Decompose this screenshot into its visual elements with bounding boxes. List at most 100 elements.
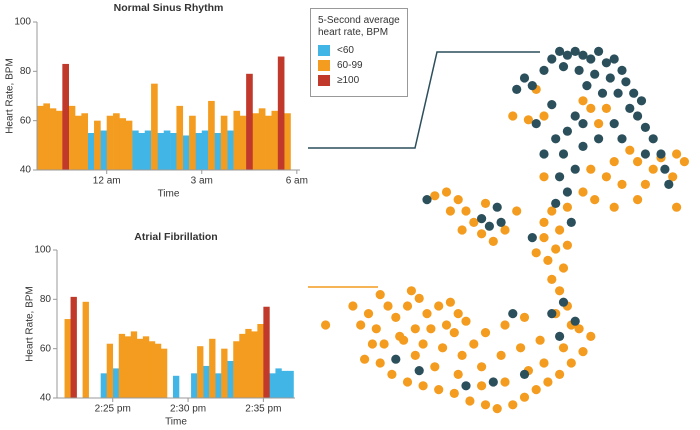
point	[547, 309, 557, 319]
bar	[70, 296, 77, 398]
legend-item: 60-99	[318, 60, 400, 71]
bar	[197, 346, 204, 398]
bar	[37, 105, 44, 170]
point	[399, 335, 409, 345]
bar	[56, 110, 63, 170]
bar	[157, 133, 165, 170]
bar	[233, 110, 241, 170]
point	[480, 400, 491, 410]
point	[555, 172, 565, 182]
point	[461, 206, 471, 216]
point	[453, 309, 463, 319]
point	[477, 381, 487, 391]
point	[558, 297, 569, 307]
point	[418, 381, 428, 391]
bar	[106, 115, 114, 170]
bar	[269, 373, 276, 398]
point	[461, 316, 471, 326]
point	[449, 388, 459, 398]
point	[441, 320, 452, 330]
point	[321, 320, 331, 330]
point	[551, 244, 561, 254]
point	[488, 377, 498, 387]
point	[555, 331, 565, 341]
point	[578, 347, 588, 357]
point	[609, 54, 619, 64]
point	[586, 164, 596, 174]
point	[672, 149, 682, 159]
bar	[208, 100, 215, 170]
point	[562, 187, 573, 197]
point	[375, 358, 385, 368]
point	[539, 233, 549, 243]
point	[555, 46, 565, 57]
point	[562, 50, 573, 60]
bar	[176, 105, 184, 170]
bar	[100, 130, 108, 170]
point	[469, 339, 479, 349]
point	[664, 179, 674, 189]
point	[668, 172, 678, 182]
point	[531, 385, 541, 395]
bar	[68, 105, 76, 170]
bar	[172, 375, 180, 398]
bar	[125, 120, 133, 170]
point	[379, 339, 389, 349]
point	[477, 362, 487, 372]
legend-label: ≥100	[337, 75, 360, 86]
point	[387, 369, 397, 379]
point	[555, 369, 565, 379]
point	[586, 331, 596, 341]
point	[434, 301, 444, 311]
bar	[112, 368, 120, 398]
legend-label: <60	[337, 45, 354, 56]
point	[672, 202, 682, 212]
point	[480, 198, 491, 208]
legend-swatch	[318, 60, 330, 71]
point	[547, 100, 557, 110]
point	[578, 50, 588, 60]
point	[402, 377, 413, 387]
bar	[221, 348, 228, 398]
bar	[82, 301, 89, 398]
x-axis-label: Time	[158, 189, 180, 200]
point	[543, 377, 553, 387]
bar	[227, 361, 234, 398]
point	[402, 301, 413, 311]
point	[410, 350, 420, 360]
x-tick-label: 2:35 pm	[245, 404, 281, 415]
point	[363, 309, 374, 319]
point	[426, 324, 436, 334]
point	[656, 149, 666, 159]
bar	[100, 373, 108, 398]
point	[519, 369, 530, 379]
point	[508, 400, 518, 410]
point	[539, 149, 549, 159]
point	[500, 225, 510, 235]
point	[539, 358, 549, 368]
point	[453, 369, 463, 379]
bar	[195, 133, 203, 170]
point	[679, 157, 690, 167]
point	[633, 111, 643, 121]
point	[594, 134, 604, 144]
point	[461, 381, 471, 391]
point	[648, 164, 658, 174]
point	[360, 354, 370, 364]
bar	[215, 373, 222, 398]
bar	[239, 115, 247, 170]
point	[512, 206, 522, 216]
point	[477, 229, 487, 239]
bar	[151, 83, 158, 170]
bar	[233, 341, 240, 398]
x-tick-label: 2:25 pm	[95, 404, 131, 415]
legend: 5-Second average heart rate, BPM <60 60-9…	[310, 8, 408, 97]
bar	[62, 63, 69, 170]
bar	[263, 306, 270, 398]
point	[512, 84, 522, 94]
point	[527, 233, 537, 243]
bar	[154, 343, 162, 398]
bar	[251, 331, 258, 398]
y-axis-label: Heart Rate, BPM	[5, 58, 16, 134]
point	[590, 195, 600, 205]
